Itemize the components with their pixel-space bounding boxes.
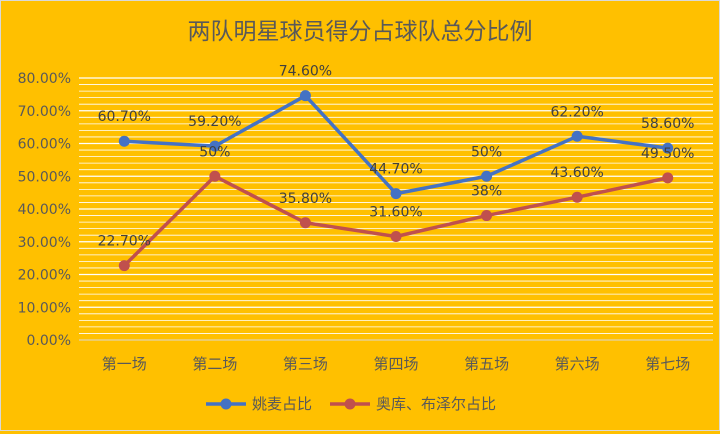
- x-category-label: 第三场: [283, 355, 328, 373]
- y-tick-label: 80.00%: [18, 71, 71, 87]
- legend-label: 奥库、布泽尔占比: [376, 395, 496, 413]
- y-tick-label: 50.00%: [18, 169, 71, 185]
- data-point: [390, 231, 402, 243]
- x-category-label: 第四场: [373, 355, 418, 373]
- chart-title: 两队明星球员得分占球队总分比例: [188, 19, 533, 45]
- data-point: [571, 191, 583, 203]
- legend-marker: [344, 398, 356, 410]
- data-point: [299, 90, 311, 102]
- legend-item[interactable]: 奥库、布泽尔占比: [330, 395, 496, 413]
- data-point: [299, 217, 311, 229]
- data-point: [662, 142, 674, 154]
- data-point: [390, 188, 402, 200]
- data-label: 58.60%: [641, 116, 694, 132]
- data-point: [118, 260, 130, 272]
- legend[interactable]: 姚麦占比 奥库、布泽尔占比: [206, 395, 496, 413]
- data-point: [209, 170, 221, 182]
- data-label: 43.60%: [550, 165, 603, 181]
- data-point: [118, 135, 130, 147]
- data-point: [481, 210, 493, 222]
- data-label: 38%: [471, 184, 502, 200]
- data-point: [662, 172, 674, 184]
- data-label: 62.20%: [550, 104, 603, 120]
- legend-label: 姚麦占比: [252, 395, 312, 413]
- y-tick-label: 60.00%: [18, 137, 71, 153]
- data-label: 22.70%: [98, 234, 151, 250]
- data-label: 35.80%: [279, 191, 332, 207]
- legend-item[interactable]: 姚麦占比: [206, 395, 312, 413]
- series-lines: [118, 90, 674, 272]
- x-category-label: 第六场: [555, 355, 600, 373]
- data-label: 50%: [199, 144, 230, 160]
- data-label: 59.20%: [188, 114, 241, 130]
- data-label: 60.70%: [98, 109, 151, 125]
- data-label: 49.50%: [641, 146, 694, 162]
- data-label: 31.60%: [369, 205, 422, 221]
- y-tick-label: 20.00%: [18, 268, 71, 284]
- x-category-label: 第二场: [192, 355, 237, 373]
- data-point: [481, 170, 493, 182]
- y-axis-ticks: 0.00% 10.00% 20.00% 30.00% 40.00% 50.00% 60.00…: [18, 71, 71, 349]
- y-tick-label: 40.00%: [18, 202, 71, 218]
- data-label: 74.60%: [279, 64, 332, 80]
- data-point: [209, 140, 221, 152]
- y-tick-label: 70.00%: [18, 104, 71, 120]
- data-label: 50%: [471, 144, 502, 160]
- x-category-label: 第一场: [102, 355, 147, 373]
- x-category-label: 第五场: [464, 355, 509, 373]
- y-tick-label: 30.00%: [18, 235, 71, 251]
- data-point: [571, 130, 583, 142]
- data-label: 44.70%: [369, 162, 422, 178]
- legend-marker: [220, 398, 232, 410]
- y-tick-label: 10.00%: [18, 300, 71, 316]
- data-labels: 60.70% 59.20% 74.60% 44.70% 50% 62.20% 58.60% 2…: [98, 64, 695, 250]
- x-axis-categories: 第一场 第二场 第三场 第四场 第五场 第六场 第七场: [102, 355, 690, 373]
- x-category-label: 第七场: [645, 355, 690, 373]
- y-tick-label: 0.00%: [27, 333, 71, 349]
